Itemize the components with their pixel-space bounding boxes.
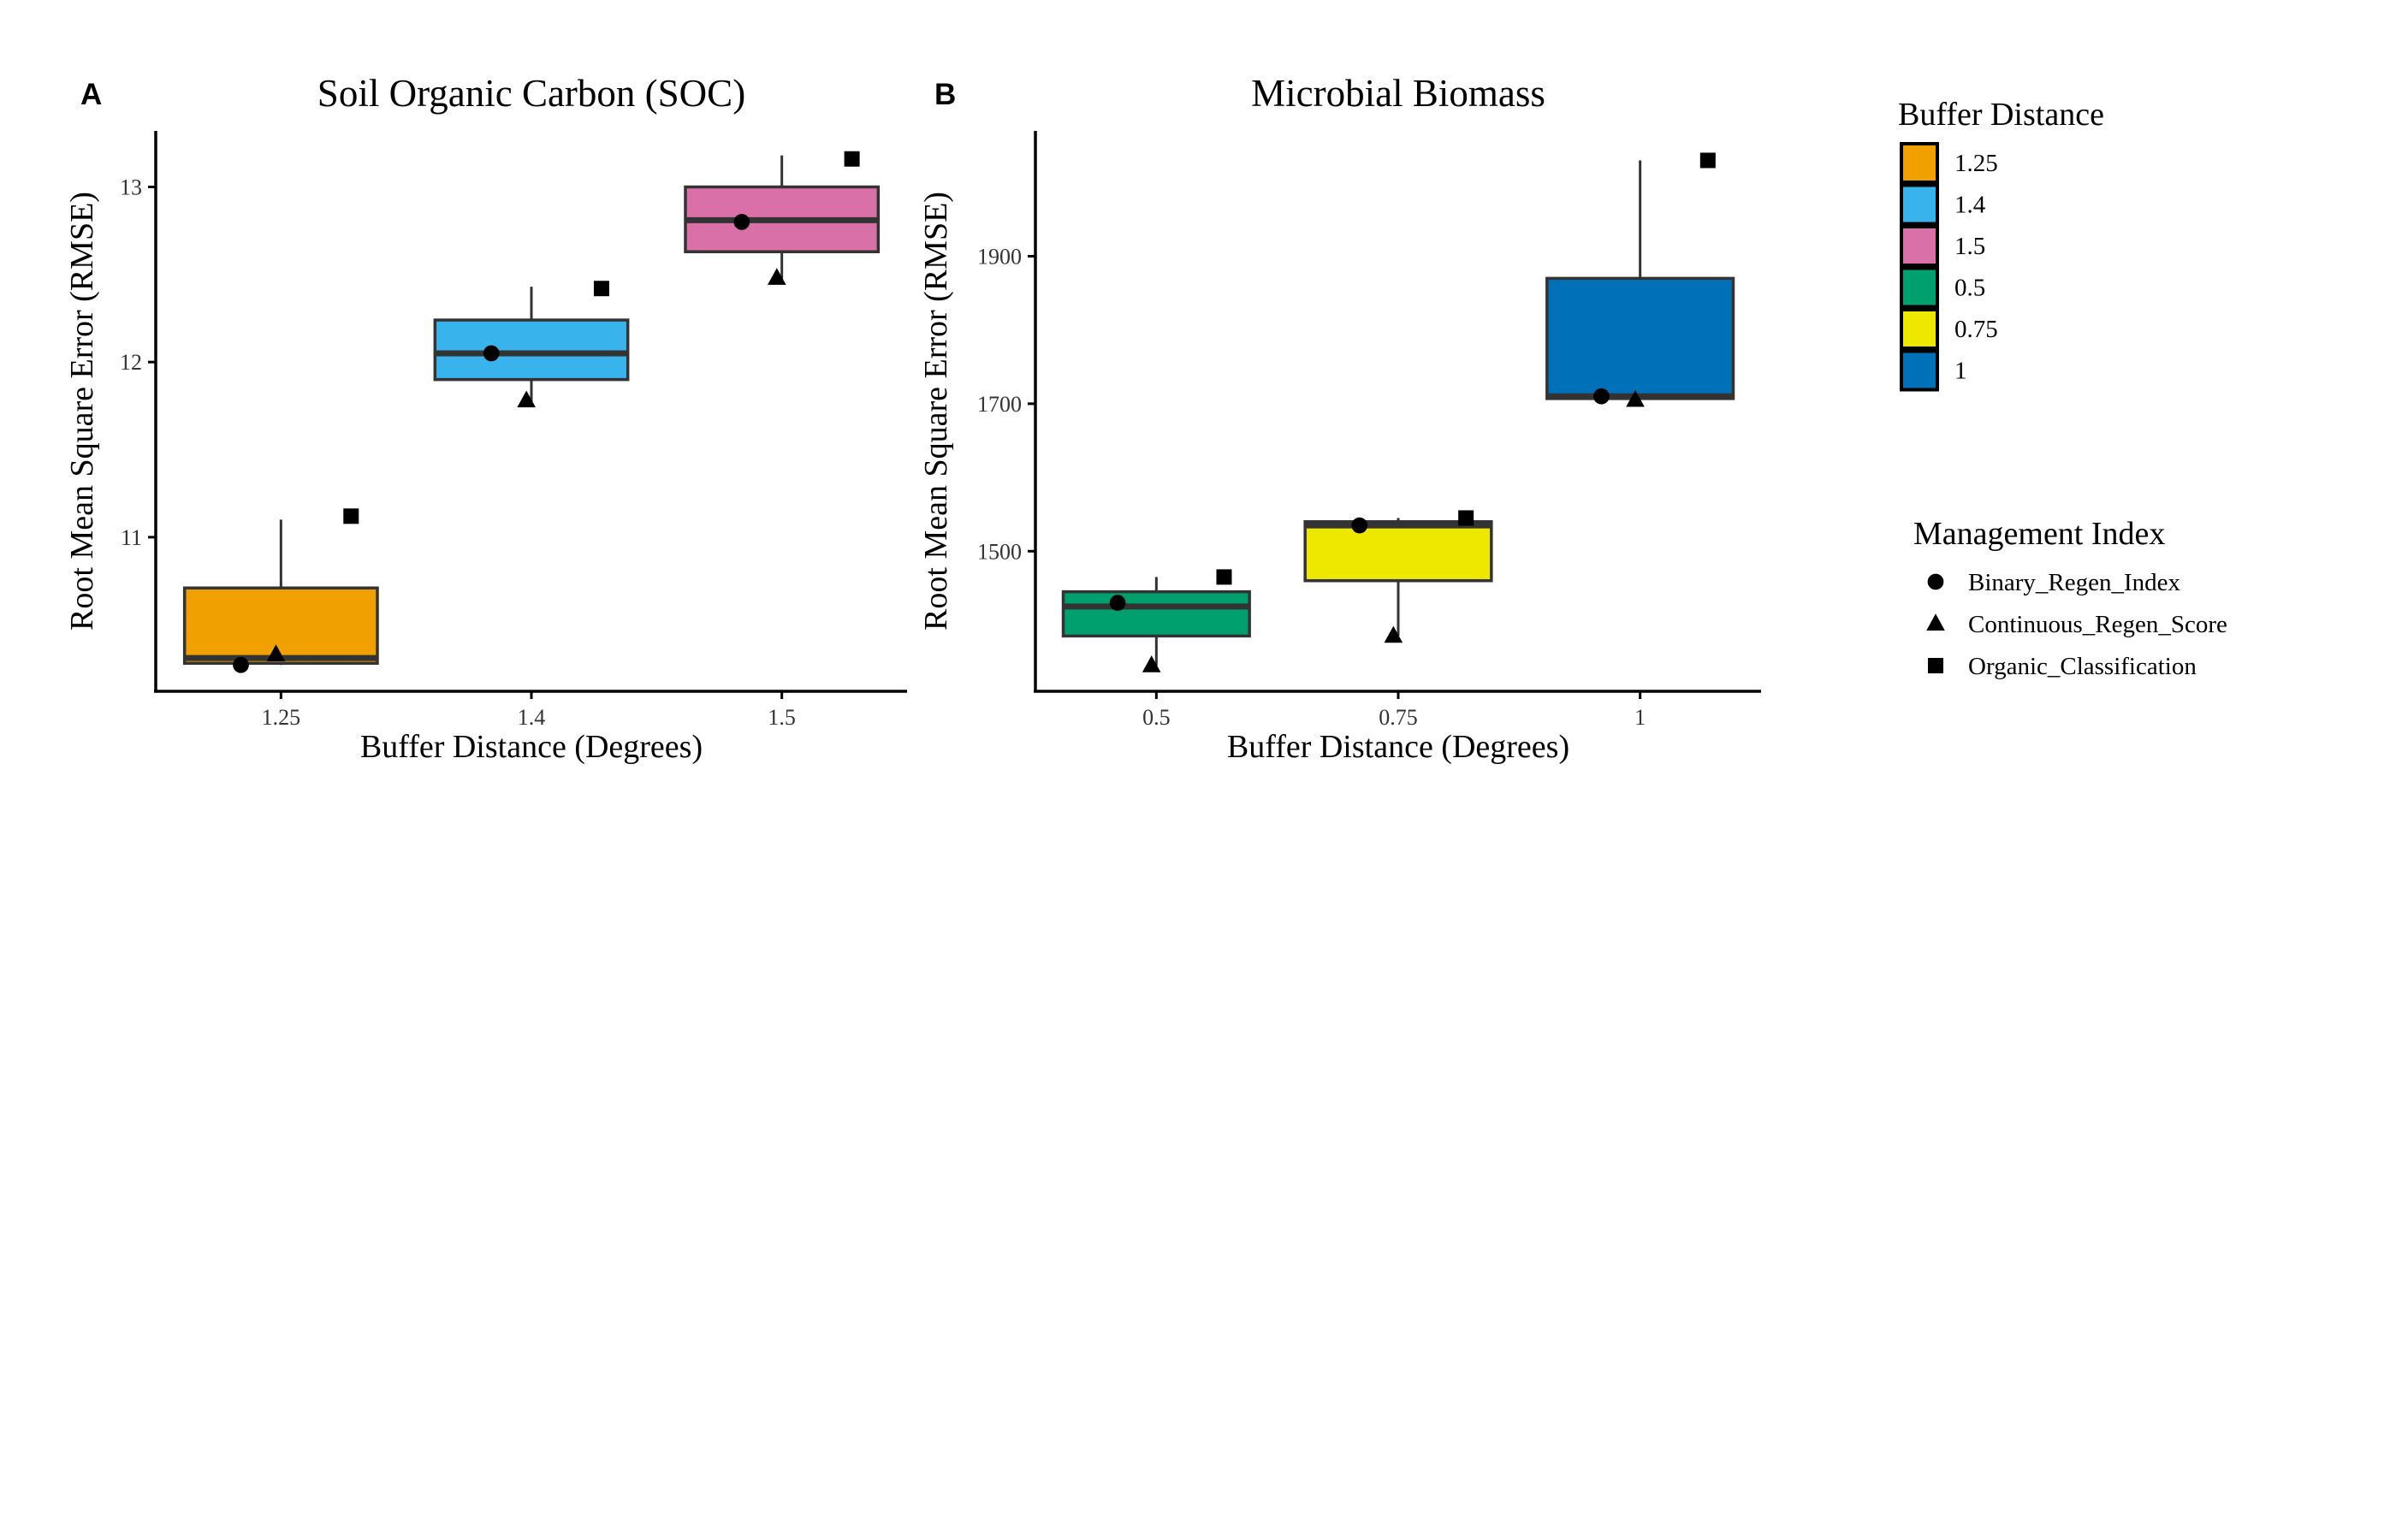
data-point-circle — [1109, 595, 1126, 611]
y-axis-title: Root Mean Square Error (RMSE) — [64, 192, 100, 631]
y-tick-label: 1700 — [977, 392, 1022, 417]
data-point-square — [343, 508, 359, 524]
panel-microbial-biomass: B Microbial Biomass 1500 1700 1900 0.5 0.75 1 Bu… — [918, 72, 1761, 765]
panel-label: A — [80, 78, 102, 111]
legend-swatch-0.5 — [1900, 266, 1939, 309]
data-point-triangle — [1142, 655, 1161, 672]
data-point-circle — [483, 345, 500, 362]
data-point-triangle — [1384, 625, 1403, 643]
legend-label-buffer: 0.5 — [1954, 275, 1985, 302]
legend-label-buffer: 1.5 — [1954, 233, 1985, 260]
x-tick-label: 1.4 — [518, 705, 546, 730]
data-point-square — [593, 281, 609, 297]
box-0.75 — [1303, 520, 1493, 583]
y-tick-label: 13 — [120, 175, 142, 200]
panel-label: B — [934, 78, 956, 111]
x-axis-title: Buffer Distance (Degrees) — [1227, 729, 1569, 765]
legend-key-square — [1928, 658, 1943, 673]
data-point-square — [1699, 152, 1716, 169]
y-tick-label: 1500 — [977, 539, 1022, 564]
data-point-triangle — [517, 390, 536, 408]
legend-label-buffer: 1 — [1954, 358, 1967, 385]
legend-label-management: Organic_Classification — [1968, 653, 2197, 680]
legend-title-management-index: Management Index — [1913, 516, 2165, 552]
legend-label-buffer: 1.4 — [1954, 192, 1986, 219]
box-1.4 — [433, 318, 630, 382]
legend-title-buffer-distance: Buffer Distance — [1898, 97, 2104, 133]
data-point-square — [1216, 569, 1232, 585]
legend-label-management: Binary_Regen_Index — [1968, 569, 2181, 596]
data-point-triangle — [768, 268, 786, 285]
x-tick-label: 1.25 — [262, 705, 301, 730]
legend-swatch-1.4 — [1900, 183, 1939, 226]
y-tick-label: 11 — [121, 525, 142, 550]
data-point-circle — [733, 214, 750, 230]
box-1.25 — [182, 586, 379, 665]
legend-swatch-0.75 — [1900, 308, 1939, 350]
x-tick-label: 0.5 — [1142, 705, 1171, 730]
box-1 — [1545, 276, 1735, 400]
data-point-square — [1458, 510, 1474, 526]
x-tick-label: 1.5 — [768, 705, 796, 730]
x-axis-title: Buffer Distance (Degrees) — [360, 729, 703, 765]
y-tick-label: 12 — [120, 350, 142, 375]
legend: Buffer Distance 1.25 1.4 1.5 0.5 0.75 1 Managem… — [1898, 97, 2227, 680]
chart-title: Microbial Biomass — [1251, 72, 1545, 115]
x-tick-label: 1 — [1634, 705, 1646, 730]
data-point-circle — [1593, 388, 1610, 405]
panel-soc: A Soil Organic Carbon (SOC) 11 12 13 1.25 1.4 1… — [64, 72, 907, 765]
y-tick-label: 1900 — [977, 245, 1022, 270]
legend-label-management: Continuous_Regen_Score — [1968, 611, 2227, 638]
data-point-circle — [233, 656, 249, 673]
chart-title: Soil Organic Carbon (SOC) — [317, 72, 745, 115]
legend-key-triangle — [1926, 613, 1945, 631]
box-0.5 — [1061, 589, 1251, 638]
data-point-circle — [1351, 517, 1368, 534]
y-axis-title: Root Mean Square Error (RMSE) — [918, 192, 954, 631]
legend-label-buffer: 0.75 — [1954, 316, 1998, 343]
data-point-triangle — [266, 644, 286, 661]
legend-key-circle — [1927, 573, 1944, 590]
x-tick-label: 0.75 — [1379, 705, 1418, 730]
legend-swatch-1.25 — [1900, 142, 1939, 184]
legend-swatch-1 — [1900, 349, 1939, 392]
legend-label-buffer: 1.25 — [1954, 150, 1998, 177]
legend-swatch-1.5 — [1900, 225, 1939, 267]
data-point-square — [844, 151, 860, 167]
data-point-triangle — [1626, 389, 1645, 407]
